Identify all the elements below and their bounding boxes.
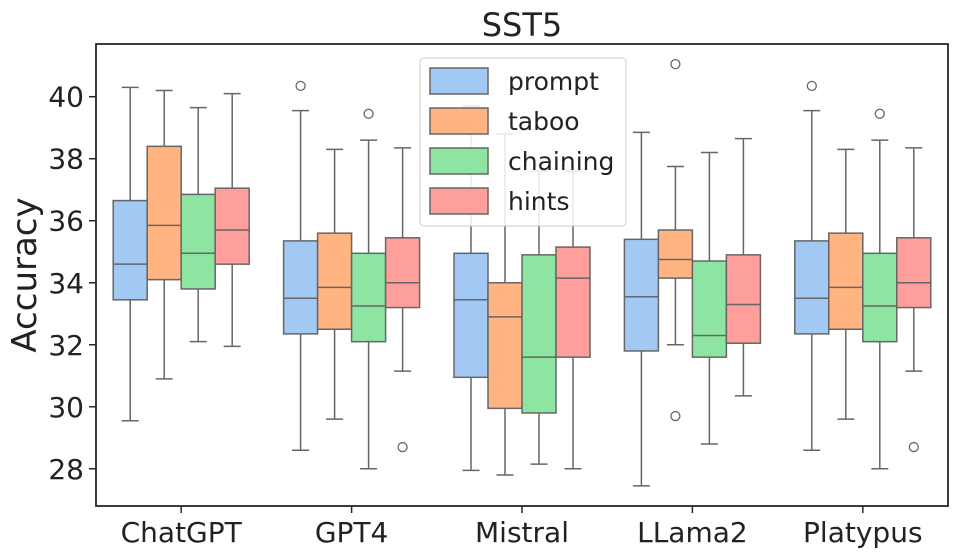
box-prompt-platypus xyxy=(794,80,830,451)
legend-label-taboo: taboo xyxy=(508,107,580,136)
iqr-box xyxy=(180,193,216,290)
iqr-box xyxy=(828,232,864,331)
iqr-box xyxy=(862,252,898,343)
iqr-box xyxy=(487,282,523,410)
box-hints-gpt4 xyxy=(384,147,421,453)
box-hints-platypus xyxy=(896,147,932,453)
box-prompt-llama2 xyxy=(623,131,660,487)
iqr-box xyxy=(384,237,421,309)
outlier-point xyxy=(806,80,817,92)
box-chaining-platypus xyxy=(862,108,898,470)
outlier-point xyxy=(397,441,408,453)
legend-label-hints: hints xyxy=(508,187,569,216)
x-tick-label: Mistral xyxy=(475,516,569,549)
box-taboo-platypus xyxy=(828,148,864,420)
x-tick-label: GPT4 xyxy=(315,516,389,549)
legend-frame xyxy=(419,57,627,227)
box-groups xyxy=(112,59,932,487)
box-hints-chatgpt xyxy=(214,92,250,348)
y-axis-ticks: 28 30 32 34 36 38 40 xyxy=(48,81,96,486)
x-axis-ticks: ChatGPT GPT4 Mistral LLama2 Platypus xyxy=(121,506,923,549)
box-taboo-llama2 xyxy=(657,59,694,422)
legend-label-chaining: chaining xyxy=(508,147,614,176)
outlier-point xyxy=(670,410,681,422)
y-tick-label: 36 xyxy=(48,205,84,238)
x-tick-label: LLama2 xyxy=(637,516,748,549)
legend: prompt taboo chaining hints xyxy=(419,57,627,227)
iqr-box xyxy=(657,229,694,279)
iqr-box xyxy=(794,240,830,335)
plot-frame xyxy=(95,43,949,507)
box-hints-llama2 xyxy=(725,137,762,397)
legend-swatch-prompt xyxy=(429,67,489,95)
y-tick-label: 38 xyxy=(48,143,84,176)
box-prompt-chatgpt xyxy=(112,86,148,422)
iqr-box xyxy=(521,254,557,414)
outlier-point xyxy=(363,108,374,119)
iqr-box xyxy=(214,187,250,265)
iqr-box xyxy=(725,254,762,344)
iqr-box xyxy=(316,232,353,331)
box-taboo-chatgpt xyxy=(146,89,182,380)
box-chaining-chatgpt xyxy=(180,106,216,343)
x-tick-label: Platypus xyxy=(803,516,922,549)
y-tick-label: 28 xyxy=(48,453,84,486)
box-hints-mistral xyxy=(555,170,591,470)
y-tick-label: 32 xyxy=(48,329,84,362)
y-tick-label: 30 xyxy=(48,391,84,424)
iqr-box xyxy=(691,260,728,358)
iqr-box xyxy=(146,145,182,281)
x-tick-label: ChatGPT xyxy=(121,516,243,549)
legend-swatch-chaining xyxy=(429,147,489,175)
y-axis-label: Accuracy xyxy=(5,197,45,352)
iqr-box xyxy=(350,252,387,343)
legend-label-prompt: prompt xyxy=(508,67,599,96)
box-taboo-gpt4 xyxy=(316,148,353,420)
box-taboo-mistral xyxy=(487,133,523,476)
chart-title: SST5 xyxy=(482,6,563,44)
box-chaining-gpt4 xyxy=(350,108,387,470)
iqr-box xyxy=(555,246,591,358)
legend-swatch-taboo xyxy=(429,107,489,135)
y-tick-label: 34 xyxy=(48,267,84,300)
legend-swatch-hints xyxy=(429,187,489,215)
iqr-box xyxy=(282,240,319,335)
outlier-point xyxy=(295,80,306,92)
iqr-box xyxy=(896,237,932,309)
y-tick-label: 40 xyxy=(48,81,84,114)
iqr-box xyxy=(112,199,148,301)
box-prompt-gpt4 xyxy=(282,80,319,451)
outlier-point xyxy=(670,59,681,70)
outlier-point xyxy=(874,108,885,119)
outlier-point xyxy=(908,441,919,453)
iqr-box xyxy=(623,238,660,352)
iqr-box xyxy=(453,252,489,379)
